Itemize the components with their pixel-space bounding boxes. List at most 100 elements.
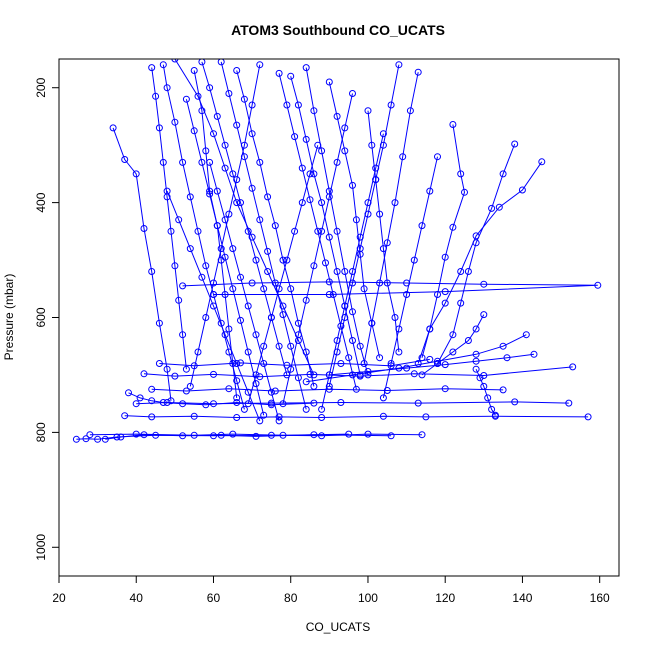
data-point-24-0: [256, 61, 264, 69]
data-point-35-3: [434, 357, 441, 365]
data-point-12-2: [302, 135, 310, 143]
data-point-17-4: [464, 268, 472, 275]
data-point-39-2: [186, 245, 194, 253]
data-point-4-5: [414, 399, 422, 407]
data-point-16-2: [461, 188, 468, 196]
data-point-0-1: [82, 435, 90, 443]
chart-title: ATOM3 Southbound CO_UCATS: [231, 22, 445, 38]
series-line-25: [328, 64, 400, 387]
data-point-27-6: [368, 319, 376, 327]
data-point-37-0: [314, 141, 322, 149]
data-point-27-4: [383, 239, 391, 247]
data-point-13-6: [360, 285, 368, 293]
data-point-30-5: [221, 253, 229, 261]
data-point-19-6: [441, 288, 449, 296]
data-point-9-3: [221, 141, 229, 149]
data-point-16-7: [414, 360, 422, 367]
data-point-7-2: [237, 359, 244, 367]
data-point-9-8: [260, 285, 268, 293]
data-point-29-4: [306, 196, 314, 204]
data-point-30-4: [213, 222, 221, 230]
data-point-11-7: [175, 296, 183, 304]
data-point-14-3: [376, 210, 384, 218]
data-point-11-6: [171, 262, 179, 270]
data-point-36-3: [229, 245, 237, 253]
data-point-33-3: [441, 361, 449, 369]
data-point-18-1: [518, 186, 526, 194]
data-point-6-6: [410, 370, 418, 378]
data-point-18-7: [418, 354, 426, 362]
series-line-28: [220, 61, 307, 410]
data-point-30-10: [260, 411, 268, 419]
data-point-21-3: [159, 399, 167, 406]
data-point-10-10: [310, 382, 318, 390]
y-tick-label-200: 200: [34, 77, 48, 97]
data-point-6-4: [306, 370, 314, 378]
data-point-20-0: [434, 153, 441, 161]
data-point-14-1: [368, 141, 376, 149]
data-point-11-2: [155, 124, 163, 132]
x-axis: 20 40 60 80 100 120 140 160: [52, 575, 610, 605]
data-point-2-6: [310, 431, 318, 439]
data-point-5-2: [225, 385, 233, 393]
data-point-28-2: [233, 121, 241, 129]
data-point-36-8: [267, 388, 275, 396]
data-point-32-1: [472, 325, 480, 333]
data-point-38-6: [333, 337, 341, 344]
data-point-20-1: [426, 187, 434, 195]
data-point-38-0: [379, 130, 387, 138]
series-line-11: [151, 67, 187, 370]
data-point-8-3: [179, 158, 187, 166]
data-point-9-1: [206, 84, 214, 92]
data-point-28-3: [240, 153, 248, 161]
data-point-27-3: [391, 199, 399, 207]
data-point-39-8: [256, 417, 264, 425]
series-line-21: [128, 392, 314, 406]
data-point-29-7: [329, 291, 337, 298]
x-tick-label-140: 140: [512, 591, 532, 605]
series-line-23: [174, 59, 315, 376]
series-line-12: [290, 76, 361, 376]
series-line-29: [278, 73, 357, 390]
data-point-20-7: [379, 394, 387, 402]
data-point-17-2: [488, 204, 496, 212]
data-point-1-0: [86, 431, 94, 439]
data-point-28-7: [271, 279, 279, 287]
data-point-31-4: [318, 227, 326, 235]
data-point-23-0: [171, 59, 179, 63]
data-point-36-7: [260, 360, 268, 367]
data-point-1-1: [132, 430, 140, 438]
data-point-0-7: [318, 432, 326, 440]
data-point-38-3: [356, 233, 364, 241]
data-point-38-7: [325, 371, 333, 379]
data-point-37-4: [283, 256, 291, 264]
data-point-10-2: [248, 130, 256, 138]
data-point-27-0: [414, 68, 422, 76]
data-point-23-3: [221, 164, 229, 172]
data-point-4-6: [511, 398, 519, 406]
data-point-1-5: [345, 430, 353, 438]
data-point-12-5: [325, 233, 333, 241]
data-point-17-1: [499, 170, 507, 178]
data-point-36-0: [206, 158, 214, 166]
data-point-20-4: [403, 291, 411, 298]
data-point-11-0: [148, 64, 156, 72]
data-point-8-10: [233, 377, 241, 385]
data-point-29-3: [298, 164, 306, 172]
data-point-10-1: [240, 95, 248, 103]
data-point-27-1: [406, 107, 414, 115]
data-point-15-1: [121, 156, 129, 163]
data-point-24-4: [225, 210, 233, 218]
data-point-27-7: [360, 360, 368, 367]
data-point-6-2: [210, 370, 217, 378]
data-point-10-5: [271, 222, 279, 230]
data-point-26-4: [333, 227, 341, 235]
data-point-30-2: [198, 158, 206, 166]
data-point-11-9: [182, 365, 190, 373]
data-point-8-1: [163, 84, 171, 92]
data-point-0-0: [72, 435, 80, 443]
data-point-30-3: [206, 190, 214, 198]
plot-area: [58, 58, 620, 577]
data-point-3-9: [584, 413, 592, 421]
